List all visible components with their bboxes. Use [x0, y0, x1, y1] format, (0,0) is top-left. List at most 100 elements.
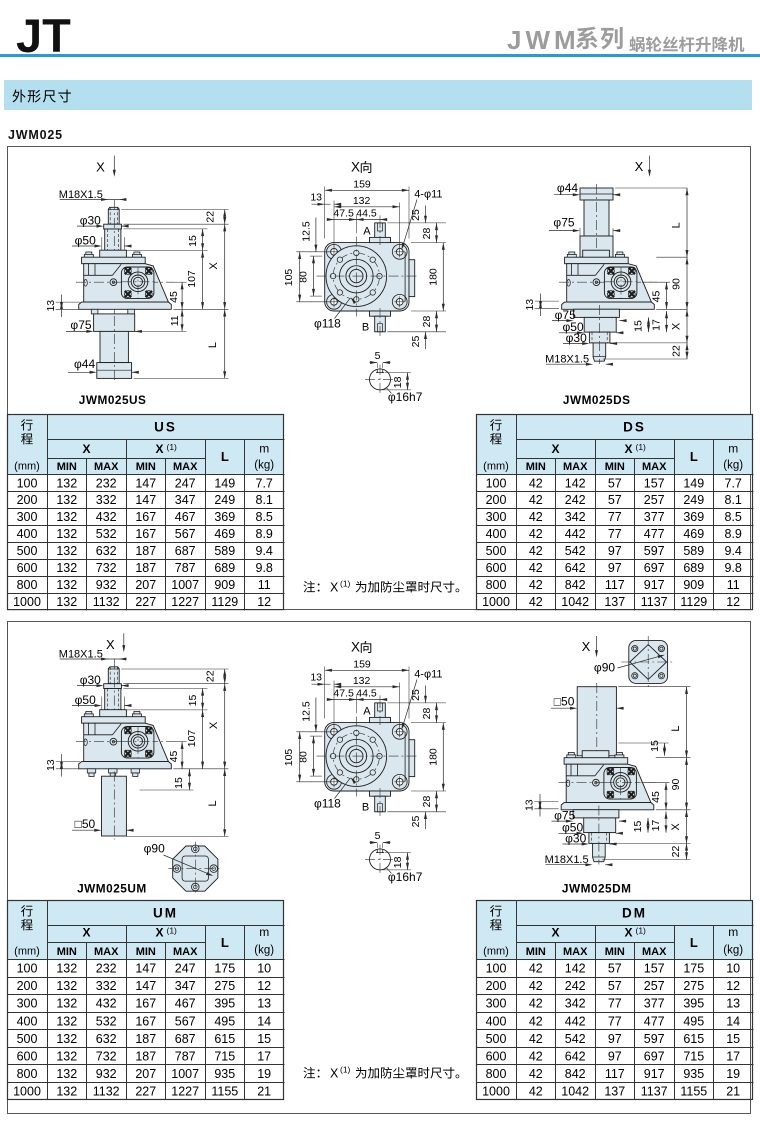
svg-text:42: 42 [528, 1031, 542, 1045]
svg-text:15: 15 [649, 740, 661, 752]
svg-text:28: 28 [421, 708, 433, 720]
svg-text:400: 400 [485, 527, 506, 541]
svg-text:12.5: 12.5 [300, 701, 312, 722]
svg-text:342: 342 [564, 510, 585, 524]
svg-text:97: 97 [607, 561, 621, 575]
svg-text:597: 597 [643, 544, 664, 558]
svg-text:227: 227 [135, 1084, 156, 1098]
svg-text:400: 400 [16, 1014, 37, 1028]
svg-text:(mm): (mm) [14, 460, 40, 472]
svg-text:42: 42 [528, 493, 542, 507]
svg-text:167: 167 [135, 1014, 156, 1028]
svg-text:22: 22 [670, 345, 682, 357]
svg-text:395: 395 [214, 996, 235, 1010]
svg-text:X: X [330, 581, 339, 595]
svg-text:432: 432 [95, 996, 116, 1010]
svg-text:207: 207 [135, 578, 156, 592]
svg-text:100: 100 [485, 961, 506, 975]
svg-text:X: X [155, 925, 163, 939]
svg-text:332: 332 [95, 493, 116, 507]
svg-text:257: 257 [643, 493, 664, 507]
svg-text:97: 97 [607, 544, 621, 558]
svg-text:(1): (1) [166, 442, 177, 452]
svg-text:12: 12 [257, 979, 271, 993]
svg-text:842: 842 [564, 1066, 585, 1080]
svg-text:φ118: φ118 [314, 317, 341, 331]
svg-text:800: 800 [485, 1066, 506, 1080]
svg-text:342: 342 [564, 996, 585, 1010]
svg-text:132: 132 [56, 1014, 77, 1028]
svg-text:137: 137 [604, 1084, 625, 1098]
svg-text:100: 100 [485, 476, 506, 490]
svg-text:42: 42 [528, 476, 542, 490]
svg-text:477: 477 [643, 527, 664, 541]
svg-text:L: L [670, 726, 682, 732]
svg-text:28: 28 [421, 228, 433, 240]
svg-text:175: 175 [683, 961, 704, 975]
svg-text:842: 842 [564, 578, 585, 592]
svg-text:7.7: 7.7 [255, 476, 272, 490]
svg-text:1007: 1007 [171, 1066, 199, 1080]
svg-text:90: 90 [670, 779, 682, 791]
svg-text:600: 600 [485, 1049, 506, 1063]
svg-text:1129: 1129 [680, 594, 707, 608]
svg-text:275: 275 [683, 979, 704, 993]
svg-text:1042: 1042 [561, 594, 589, 608]
svg-text:132: 132 [56, 594, 77, 608]
svg-text:597: 597 [643, 1031, 664, 1045]
svg-text:5: 5 [375, 830, 381, 842]
svg-text:80: 80 [298, 751, 310, 763]
svg-text:917: 917 [643, 578, 664, 592]
svg-text:567: 567 [174, 527, 195, 541]
svg-text:157: 157 [643, 476, 664, 490]
svg-text:□50: □50 [554, 695, 575, 709]
svg-text:395: 395 [683, 996, 704, 1010]
svg-text:X: X [351, 160, 360, 175]
svg-text:M18X1.5: M18X1.5 [545, 854, 589, 866]
svg-text:28: 28 [421, 316, 433, 328]
svg-text:180: 180 [428, 268, 440, 286]
svg-text:589: 589 [214, 544, 235, 558]
svg-text:300: 300 [485, 996, 506, 1010]
svg-text:8.1: 8.1 [724, 493, 741, 507]
svg-text:X: X [670, 823, 682, 831]
svg-text:12.5: 12.5 [300, 221, 312, 242]
svg-text:X: X [624, 442, 632, 456]
svg-text:132: 132 [56, 996, 77, 1010]
svg-text:13: 13 [524, 799, 536, 811]
svg-text:377: 377 [643, 996, 664, 1010]
svg-text:14: 14 [257, 1014, 271, 1028]
svg-text:715: 715 [683, 1049, 704, 1063]
svg-text:400: 400 [16, 527, 37, 541]
svg-text:8.1: 8.1 [255, 493, 272, 507]
svg-text:φ75: φ75 [70, 318, 91, 332]
svg-text:100: 100 [16, 961, 37, 975]
svg-text:467: 467 [174, 996, 195, 1010]
svg-text:25: 25 [410, 689, 422, 701]
svg-text:495: 495 [683, 1014, 704, 1028]
svg-text:687: 687 [174, 544, 195, 558]
svg-text:132: 132 [56, 1049, 77, 1063]
svg-text:132: 132 [353, 195, 371, 207]
svg-text:532: 532 [95, 1014, 116, 1028]
svg-text:(1): (1) [340, 579, 351, 589]
svg-text:MAX: MAX [172, 946, 197, 958]
svg-text:442: 442 [564, 1014, 585, 1028]
svg-text:DS: DS [623, 419, 646, 434]
svg-text:φ75: φ75 [554, 808, 575, 822]
svg-text:MAX: MAX [641, 946, 666, 958]
svg-text:77: 77 [607, 510, 621, 524]
svg-text:25: 25 [410, 336, 422, 348]
svg-text:300: 300 [16, 510, 37, 524]
svg-text:935: 935 [683, 1066, 704, 1080]
svg-text:15: 15 [257, 1031, 271, 1045]
svg-text:φ118: φ118 [314, 797, 341, 811]
svg-text:11: 11 [257, 578, 270, 592]
svg-text:14: 14 [726, 1014, 740, 1028]
svg-text:φ44: φ44 [74, 357, 95, 371]
svg-text:□50: □50 [75, 817, 96, 831]
svg-text:180: 180 [428, 748, 440, 766]
svg-text:42: 42 [528, 1014, 542, 1028]
svg-text:13: 13 [45, 300, 57, 312]
svg-text:147: 147 [135, 493, 156, 507]
